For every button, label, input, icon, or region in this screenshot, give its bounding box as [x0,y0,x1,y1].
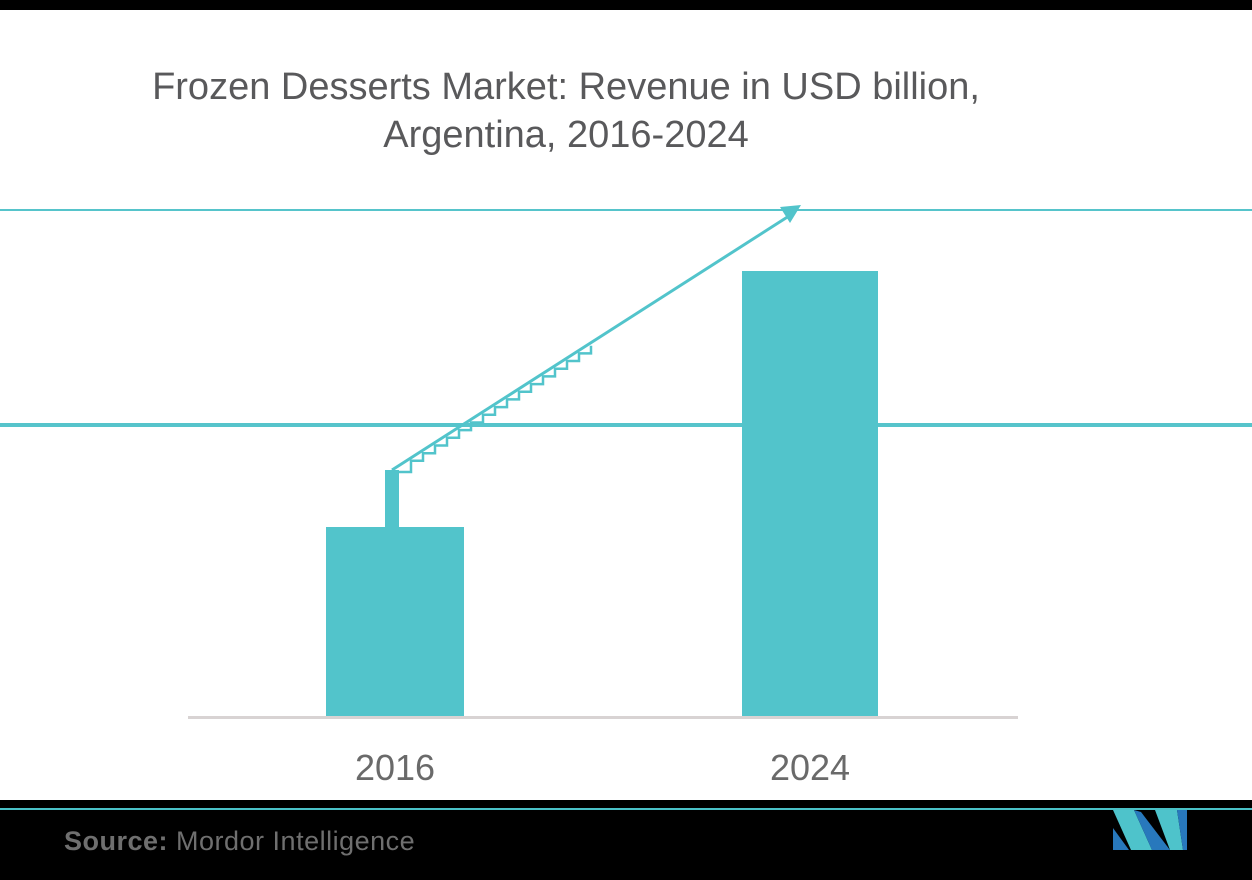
x-axis-label-2016: 2016 [355,747,435,788]
chart-title: Frozen Desserts Market: Revenue in USD b… [80,64,1052,160]
growth-arrow-head [780,205,801,223]
bar-2016 [326,527,464,716]
logo-shape-left-teal [1113,810,1152,850]
source-label: Source: [64,826,169,856]
top-black-strip [0,0,1252,10]
growth-arrow-steps [399,345,593,474]
footer-band: Source: Mordor Intelligence [0,800,1252,880]
logo-shape-right-teal [1155,810,1183,850]
mordor-intelligence-logo [1113,810,1187,850]
x-axis-label-2024: 2024 [770,747,850,788]
gridline-1 [0,209,1252,211]
source-attribution: Source: Mordor Intelligence [64,826,415,857]
source-text: Mordor Intelligence [176,826,416,856]
footer-divider-line [0,808,1252,810]
logo-shape-left-blue-triangle [1113,828,1129,850]
logo-shape-right-blue [1177,810,1187,850]
growth-arrow-stem [385,470,399,528]
chart-title-line1: Frozen Desserts Market: Revenue in USD b… [152,66,980,108]
chart-title-line2: Argentina, 2016-2024 [383,113,749,156]
x-axis-line [188,716,1018,719]
growth-arrow-line [391,214,790,472]
gridline-2 [0,423,1252,427]
logo-shape-middle-blue [1134,810,1170,850]
bar-2024 [742,271,878,716]
